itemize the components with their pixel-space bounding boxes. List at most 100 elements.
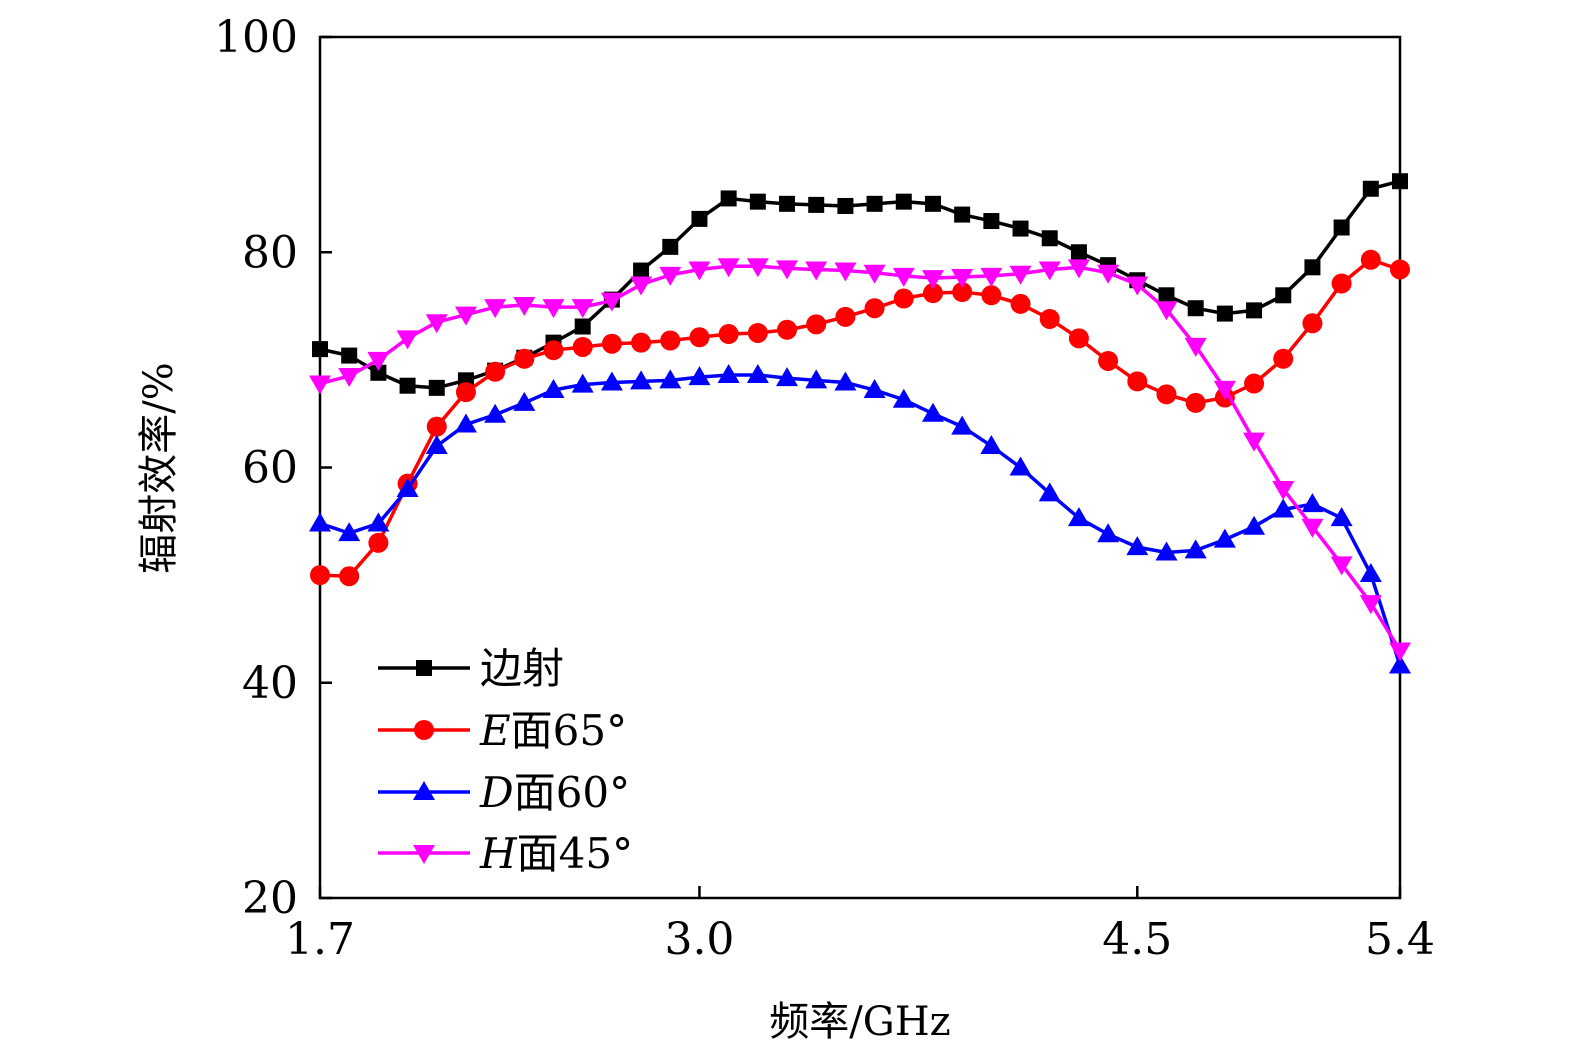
data-point xyxy=(952,282,973,303)
data-point xyxy=(1330,556,1353,576)
data-point xyxy=(1038,482,1061,502)
data-point xyxy=(309,512,331,532)
y-tick-label: 60 xyxy=(242,443,298,494)
data-point xyxy=(720,190,737,207)
data-point xyxy=(805,261,828,281)
data-point xyxy=(1389,642,1411,662)
data-point xyxy=(1301,493,1324,513)
data-point xyxy=(600,371,623,391)
legend-label-italic: E xyxy=(479,706,511,755)
data-point xyxy=(396,478,419,498)
data-point xyxy=(1272,498,1295,518)
data-point xyxy=(1213,528,1236,548)
series-2 xyxy=(310,249,1410,587)
legend-label: 边射 xyxy=(480,644,564,693)
data-point xyxy=(1243,515,1266,535)
data-point xyxy=(1155,541,1178,561)
data-point xyxy=(571,373,594,393)
data-point xyxy=(368,532,389,553)
data-point xyxy=(1010,293,1031,314)
data-point xyxy=(777,319,798,340)
y-tick-label: 40 xyxy=(242,658,298,709)
data-point xyxy=(921,270,944,290)
series-1 xyxy=(312,173,1408,396)
data-point xyxy=(370,364,387,381)
data-point xyxy=(1359,563,1382,583)
legend-marker xyxy=(413,845,435,864)
data-point xyxy=(806,314,827,335)
data-point xyxy=(1039,308,1060,329)
data-point xyxy=(543,340,564,361)
data-point xyxy=(1392,173,1408,190)
x-axis-title: 频率/GHz xyxy=(769,999,950,1045)
data-point xyxy=(513,296,536,316)
x-tick-label: 3.0 xyxy=(664,914,734,965)
legend-label-text: 面45° xyxy=(517,829,633,878)
data-point xyxy=(1359,595,1382,615)
data-point xyxy=(1155,301,1178,321)
data-point xyxy=(1185,392,1206,413)
data-point xyxy=(1156,384,1177,405)
data-point xyxy=(837,197,854,214)
legend-label: E面65° xyxy=(479,706,627,755)
data-point xyxy=(542,379,565,399)
data-point xyxy=(571,299,594,319)
y-tick-label: 20 xyxy=(242,873,298,924)
legend-marker xyxy=(413,781,435,800)
data-point xyxy=(631,332,652,353)
legend-label-text: 面60° xyxy=(514,768,630,817)
data-point xyxy=(1331,273,1352,294)
legend-label-text: 边射 xyxy=(480,644,564,693)
data-point xyxy=(659,266,682,286)
data-point xyxy=(892,388,915,408)
data-point xyxy=(572,336,593,357)
data-point xyxy=(1360,249,1381,270)
data-point xyxy=(834,371,857,391)
data-point xyxy=(922,283,943,304)
data-point xyxy=(338,522,361,542)
data-point xyxy=(367,351,390,371)
data-point xyxy=(1184,539,1207,559)
data-point xyxy=(776,260,799,280)
data-point xyxy=(747,322,768,343)
data-point xyxy=(455,382,476,403)
series-4 xyxy=(309,258,1411,662)
data-point xyxy=(1362,180,1379,197)
data-point xyxy=(779,195,796,212)
data-point xyxy=(1097,264,1120,284)
data-point xyxy=(980,434,1003,454)
data-point xyxy=(1301,518,1324,538)
legend-label: D面60° xyxy=(479,768,630,817)
data-point xyxy=(835,306,856,327)
data-point xyxy=(688,261,711,281)
y-axis-title: 辐射效率/% xyxy=(136,362,182,573)
data-point xyxy=(1272,481,1295,501)
data-point xyxy=(921,402,944,422)
data-point xyxy=(1304,259,1321,276)
data-point xyxy=(688,366,711,386)
series-line xyxy=(319,179,1401,390)
data-point xyxy=(484,403,507,423)
data-point xyxy=(689,327,710,348)
data-point xyxy=(1184,337,1207,357)
data-point xyxy=(659,369,682,389)
data-point xyxy=(893,288,914,309)
axis-ticks: 1.7 3.0 4.5 5.4 20 40 60 80 100 xyxy=(214,12,1435,965)
data-point xyxy=(399,377,416,394)
series-line xyxy=(319,264,1402,652)
data-point xyxy=(514,348,535,369)
data-point xyxy=(717,363,740,383)
legend-entry: H面45° xyxy=(378,829,633,878)
data-point xyxy=(425,314,448,334)
data-point xyxy=(1038,261,1061,281)
data-point xyxy=(1067,259,1090,279)
data-point xyxy=(630,276,653,296)
y-tick-label: 100 xyxy=(214,12,298,63)
data-point xyxy=(396,330,419,350)
data-point xyxy=(630,370,653,390)
data-point xyxy=(1009,456,1032,476)
data-point xyxy=(312,341,328,358)
data-point xyxy=(776,367,799,387)
data-point xyxy=(983,213,1000,230)
